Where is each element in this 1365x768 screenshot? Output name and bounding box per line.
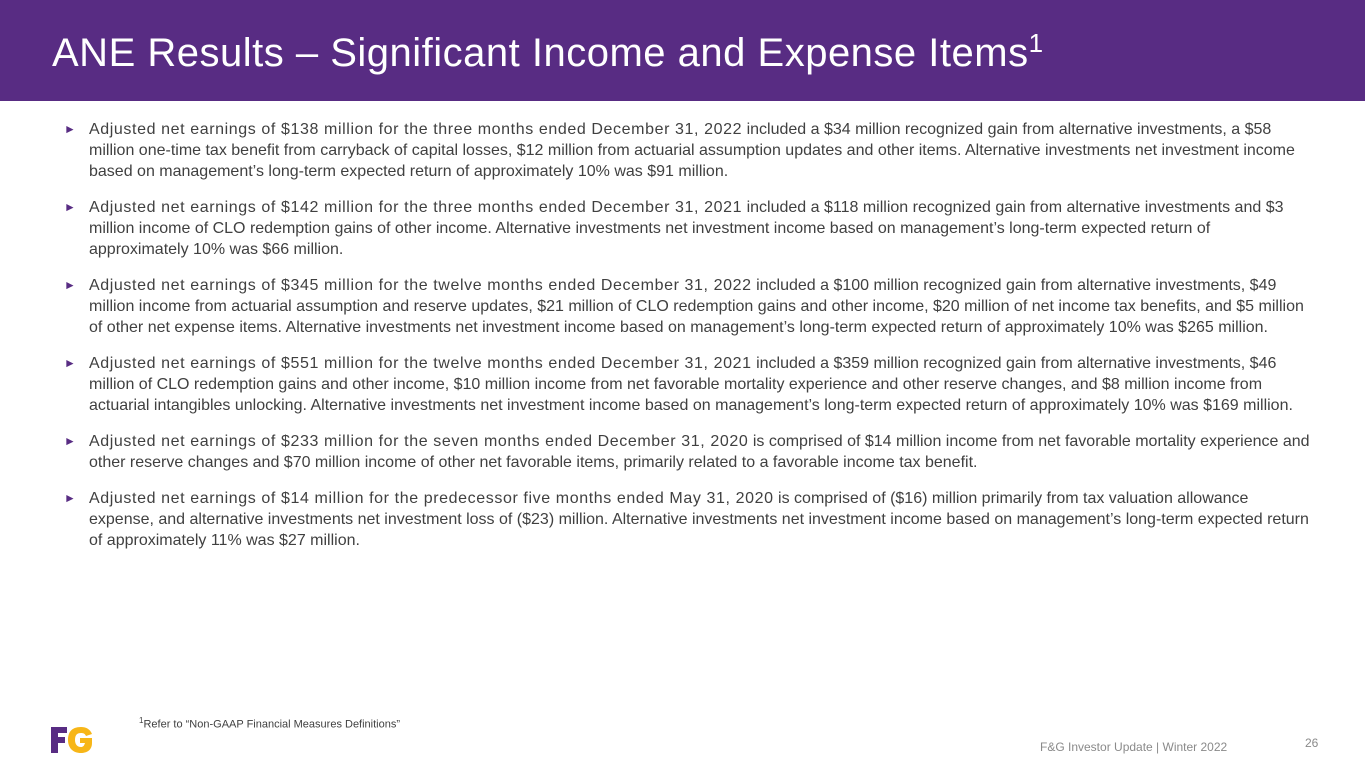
footer-text: F&G Investor Update | Winter 2022 [1040,740,1228,754]
footnote-marker: 1 [139,716,144,725]
bullet-text: included a $359 million recognized gain … [89,355,1293,414]
title-text: ANE Results – Significant Income and Exp… [52,31,1029,75]
bullet-lead: Adjusted net earnings of $551 million fo… [89,355,752,372]
bullet-arrow-icon: ► [64,200,76,214]
bullet-text: included a $118 million recognized gain … [89,199,1284,258]
bullet-text: included a $34 million recognized gain f… [89,121,1295,180]
bullet-lead: Adjusted net earnings of $345 million fo… [89,277,752,294]
bullet-item: ► Adjusted net earnings of $138 million f… [64,119,1314,182]
bullet-arrow-icon: ► [64,434,76,448]
bullet-lead: Adjusted net earnings of $142 million fo… [89,199,743,216]
title-footnote-marker: 1 [1028,28,1044,58]
bullet-text: is comprised of ($16) million primarily … [89,490,1309,549]
bullet-lead: Adjusted net earnings of $14 million for… [89,490,774,507]
fg-logo [51,727,92,753]
bullet-item: ► Adjusted net earnings of $233 million f… [64,431,1314,473]
bullet-arrow-icon: ► [64,491,76,505]
footnote: 1Refer to “Non-GAAP Financial Measures D… [139,716,400,731]
bullet-item: ► Adjusted net earnings of $345 million f… [64,275,1314,338]
bullet-arrow-icon: ► [64,356,76,370]
bullet-lead: Adjusted net earnings of $233 million fo… [89,433,749,450]
bullet-lead: Adjusted net earnings of $138 million fo… [89,121,743,138]
bullet-list: ► Adjusted net earnings of $138 million f… [64,119,1314,566]
bullet-item: ► Adjusted net earnings of $14 million fo… [64,488,1314,551]
bullet-arrow-icon: ► [64,122,76,136]
page-number: 26 [1305,736,1319,750]
bullet-arrow-icon: ► [64,278,76,292]
bullet-text: included a $100 million recognized gain … [89,277,1304,336]
title-bar: ANE Results – Significant Income and Exp… [0,0,1365,101]
bullet-text: is comprised of $14 million income from … [89,433,1310,471]
page-title: ANE Results – Significant Income and Exp… [52,28,1044,76]
footnote-text: Refer to “Non-GAAP Financial Measures De… [143,718,401,731]
bullet-item: ► Adjusted net earnings of $142 million f… [64,197,1314,260]
bullet-item: ► Adjusted net earnings of $551 million f… [64,353,1314,416]
